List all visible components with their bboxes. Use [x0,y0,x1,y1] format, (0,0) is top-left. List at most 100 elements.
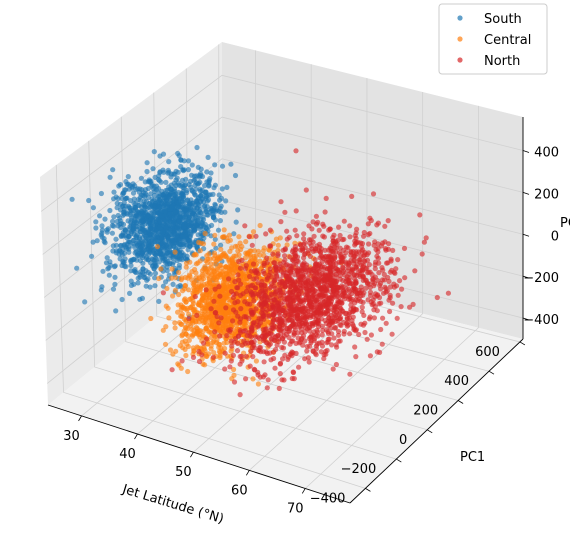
point-central [154,244,161,250]
point-central [197,258,203,264]
point-north [260,313,266,319]
point-north [335,332,342,338]
point-north [323,195,329,201]
point-central [218,262,224,268]
point-north [239,358,245,364]
point-north [282,352,288,358]
point-north [210,354,216,360]
point-north [357,257,363,263]
point-south [150,217,156,223]
point-north [381,277,388,283]
point-south [182,221,188,227]
point-north [351,272,357,278]
point-central [180,345,186,351]
point-south [191,228,197,234]
point-north [324,304,330,311]
point-south [98,232,104,238]
point-north [371,242,377,248]
point-north [251,320,257,326]
point-central [220,251,226,257]
point-north [293,340,299,346]
point-central [183,299,189,305]
point-south [204,169,210,175]
point-south [218,242,224,248]
point-north [335,328,342,335]
point-south [157,204,163,210]
point-north [236,333,242,339]
point-south [202,183,208,189]
point-north [329,242,335,248]
point-south [218,195,225,201]
point-south [126,205,132,211]
point-north [387,284,393,290]
point-south [152,275,158,281]
point-south [142,244,148,250]
point-central [160,327,166,333]
point-south [165,167,171,173]
point-north [232,279,238,285]
point-north [270,251,276,257]
point-central [172,325,178,331]
point-north [290,369,296,375]
point-south [139,214,145,220]
point-north [391,281,397,287]
point-north [366,241,372,247]
point-north [260,306,266,312]
gridline-pc [46,241,524,384]
point-south [172,209,178,215]
point-south [152,260,158,267]
point-north [336,316,343,322]
point-north [331,256,338,262]
point-north [349,266,355,272]
point-central [273,236,279,242]
point-north [370,191,377,197]
point-north [341,319,347,326]
point-central [166,315,172,321]
point-south [121,259,127,265]
point-south [117,243,123,249]
point-south [163,179,169,185]
point-north [346,271,352,277]
point-north [355,298,361,304]
point-south [165,193,171,199]
point-north [353,264,359,270]
point-central [255,381,261,387]
point-central [247,254,253,260]
point-south [198,166,204,172]
point-central [191,279,198,285]
point-south [159,213,165,219]
point-central [202,230,208,237]
point-south [139,208,145,214]
point-central [167,347,174,353]
point-south [131,196,137,202]
y-tick-label: 200 [413,404,438,419]
point-south [170,221,177,227]
point-south [120,209,127,215]
point-south [128,262,134,269]
point-north [196,358,203,365]
point-north [371,315,377,321]
point-north [319,339,325,345]
point-south [159,235,165,241]
z-tick-mark [522,233,530,237]
gridline-pc [40,74,524,212]
point-north [308,334,314,340]
point-north [365,221,371,227]
point-north [223,305,229,311]
point-north [261,262,267,269]
point-north [287,302,293,308]
point-central [176,291,182,298]
point-north [347,223,353,229]
point-north [297,282,303,288]
point-north [378,326,384,333]
point-north [306,359,312,365]
point-north [334,284,341,290]
point-north [212,286,218,292]
point-south [233,219,239,225]
point-central [204,272,211,278]
point-north [256,315,262,321]
point-north [375,292,381,298]
point-north [235,340,241,347]
point-south [156,298,162,304]
